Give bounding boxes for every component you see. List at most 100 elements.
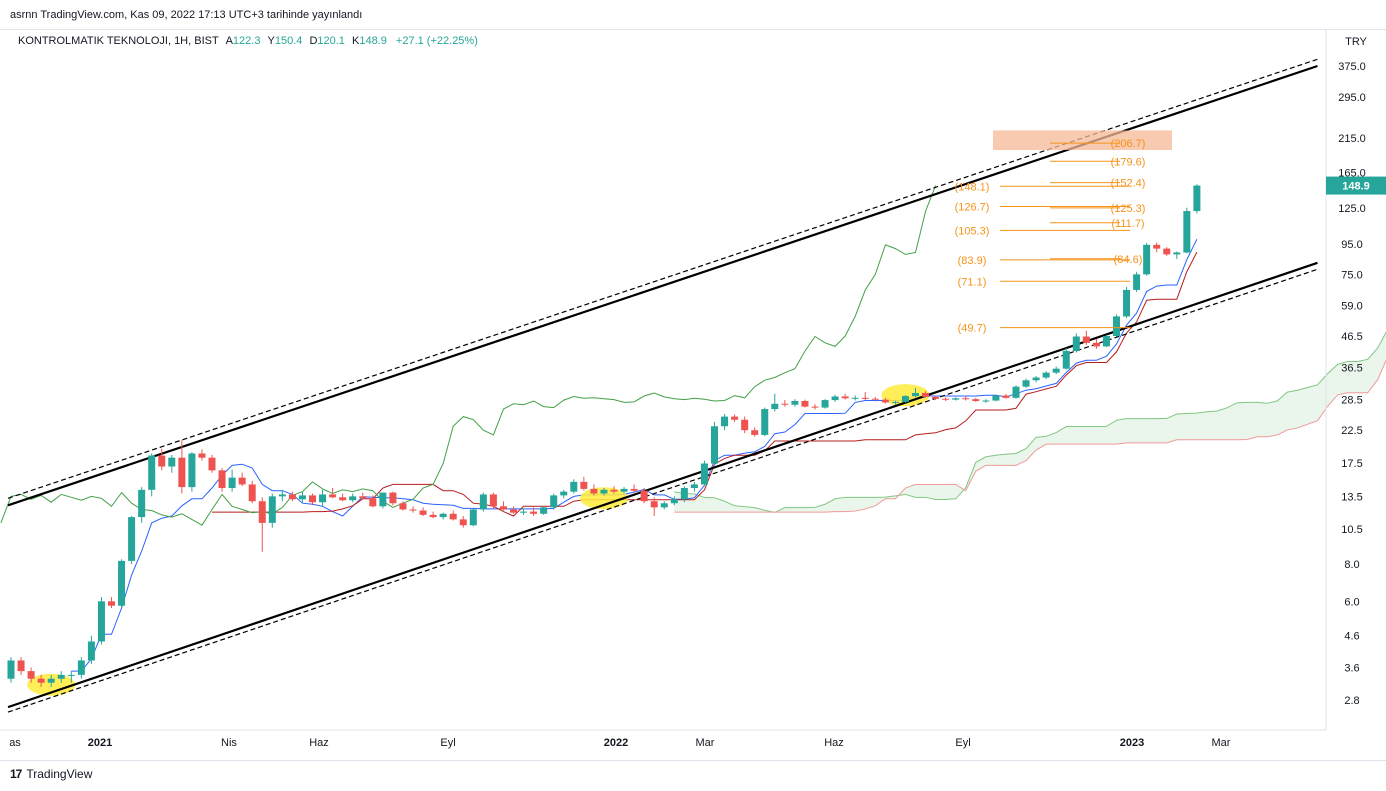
candle-body [550,495,558,508]
candles [7,184,1201,687]
candle-body [1082,336,1090,343]
candle-body [680,487,688,500]
candle-body [630,488,638,491]
candle-body [560,491,568,496]
publish-header: asrnn TradingView.com, Kas 09, 2022 17:1… [0,0,1386,30]
candle-body [942,398,950,400]
candle-body [610,489,618,492]
x-tick-label: Eyl [955,737,970,749]
candle-body [389,492,397,504]
candle-body [459,519,467,526]
candle-body [87,641,95,661]
candle-body [831,396,839,401]
y-tick-label: 295.0 [1338,92,1366,104]
candle-body [1072,336,1080,351]
candle-body [851,397,859,399]
candle-body [811,406,819,408]
candle-body [7,660,15,679]
candle-body [178,457,186,488]
candle-body [17,660,25,672]
candle-body [188,453,196,488]
candle-body [439,513,447,518]
candle-body [1062,350,1070,369]
candle-body [751,430,759,435]
span-a-line [674,331,1386,513]
price-chart[interactable]: (206.7) (179.6) (152.4) (148.1) (126.7) (125.… [0,30,1386,760]
tradingview-logo-icon: 17 [10,767,22,781]
candle-body [1092,342,1100,347]
candle-body [1113,316,1120,336]
y-tick-label: 8.0 [1344,559,1359,571]
candle-body [660,503,668,508]
candle-body [901,396,909,402]
candle-body [489,494,497,507]
y-tick-label: 375.0 [1338,61,1366,73]
candle-body [801,400,809,407]
y-tick-label: 3.6 [1344,662,1359,674]
candle-body [158,455,166,467]
channel-lower-dashed [7,268,1318,713]
candle-body [992,395,1000,401]
candle-body [278,494,286,497]
y-tick-label: 75.0 [1341,269,1362,281]
candle-body [118,560,126,606]
chart-area[interactable]: (206.7) (179.6) (152.4) (148.1) (126.7) (125.… [0,30,1386,760]
y-tick-label: 13.5 [1341,491,1362,503]
current-price-tag [1326,176,1386,195]
candle-body [57,674,65,679]
y-tick-label: 36.5 [1341,363,1362,375]
candle-body [952,398,960,400]
candle-body [771,403,779,410]
close-value: 148.9 [359,35,387,47]
y-tick-label: 6.0 [1344,596,1359,608]
channel-upper-dashed [7,58,1318,499]
candle-body [339,497,347,501]
high-label: Y [267,35,275,47]
low-label: D [309,35,318,47]
candle-body [600,489,608,494]
candle-body [409,509,417,511]
publish-line: asrnn TradingView.com, Kas 09, 2022 17:1… [10,9,363,21]
candle-body [670,499,678,504]
y-tick-label: 46.5 [1341,331,1362,343]
y-tick-label: 28.5 [1341,395,1362,407]
kijun-line [212,251,1198,517]
candle-body [711,426,718,464]
tradingview-logo[interactable]: 17 TradingView [10,767,92,781]
candle-body [1173,252,1181,255]
candle-body [620,488,628,492]
y-tick-label: 2.8 [1344,695,1359,707]
candle-body [580,481,588,489]
change-value: +27.1 (+22.25%) [395,35,478,47]
y-tick-label: 17.5 [1341,458,1362,470]
candle-body [1143,244,1151,275]
time-axis: as 2021 Nis Haz Eyl 2022 Mar Haz Eyl 2023 Mar [0,729,1326,749]
price-axis: TRY 375.0 295.0 215.0 165.0 125.0 95.0 75.0 59.0… [1325,30,1386,730]
fib-label: (148.1) [955,181,990,193]
candle-body [429,514,437,518]
x-tick-label: 2022 [604,737,628,749]
fib-label: (105.3) [955,225,990,237]
candle-body [399,503,407,510]
candle-body [700,463,708,485]
x-tick-label: Nis [221,737,237,749]
fib-label: (49.7) [958,323,987,335]
candle-body [479,494,487,510]
target-zone-box [993,130,1172,150]
candle-body [148,455,156,490]
candle-body [238,477,246,485]
candle-body [741,419,749,431]
fib-label: (126.7) [955,201,990,213]
candle-body [77,660,85,675]
candle-body [268,496,276,523]
candle-body [570,481,578,492]
candle-body [1032,377,1040,381]
candle-body [781,403,789,405]
currency-label: TRY [1345,36,1367,48]
x-tick-label: Eyl [440,737,455,749]
candle-body [690,484,698,488]
candle-body [499,506,507,510]
candle-body [650,501,658,508]
candle-body [138,489,146,518]
candle-body [1123,289,1131,317]
